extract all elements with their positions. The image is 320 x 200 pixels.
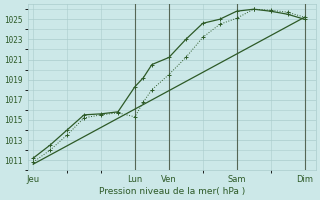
X-axis label: Pression niveau de la mer( hPa ): Pression niveau de la mer( hPa ) — [99, 187, 245, 196]
